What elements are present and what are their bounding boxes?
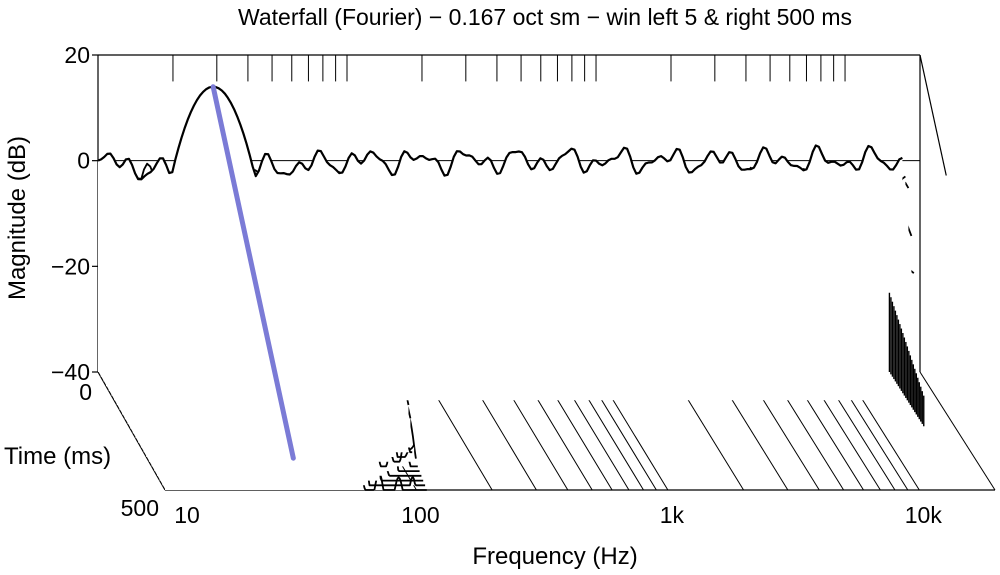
chart-title: Waterfall (Fourier) − 0.167 oct sm − win… <box>238 4 852 30</box>
y-tick-label: −40 <box>51 359 90 385</box>
z-tick-label: 500 <box>121 495 159 521</box>
x-tick-label: 100 <box>401 502 439 528</box>
floor-grid-line <box>919 371 996 491</box>
y-tick-label: −20 <box>51 253 90 279</box>
y-tick-label: 20 <box>64 42 90 68</box>
axis-ticks: 20 0 −20 −40 10 100 1k 10k 0 500 <box>51 42 942 528</box>
z-axis-label: Time (ms) <box>4 443 111 470</box>
resonance-ridge <box>210 84 296 461</box>
right-top-edge <box>919 54 947 176</box>
z-tick-label: 0 <box>79 379 92 405</box>
x-tick-label: 1k <box>660 502 685 528</box>
floor-left-edge <box>97 371 166 491</box>
slice-curve-0ms <box>97 85 903 181</box>
y-tick-label: 0 <box>77 148 90 174</box>
x-axis-label: Frequency (Hz) <box>472 543 637 570</box>
slice-mask <box>98 86 903 372</box>
y-axis-label: Magnitude (dB) <box>4 136 31 300</box>
decay-ridge <box>210 84 296 461</box>
x-tick-label: 10 <box>174 502 200 528</box>
x-tick-label: 10k <box>905 502 943 528</box>
waterfall-slices <box>97 85 925 491</box>
